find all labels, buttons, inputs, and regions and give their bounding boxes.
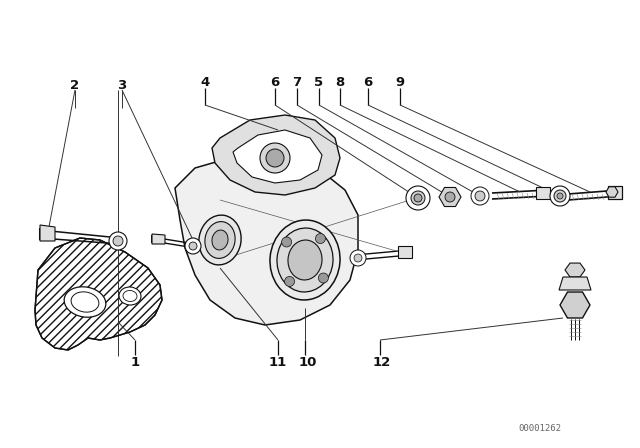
Circle shape [318, 273, 328, 283]
Ellipse shape [123, 290, 137, 302]
Circle shape [411, 191, 425, 205]
Text: 4: 4 [200, 76, 210, 89]
Text: 2: 2 [70, 78, 79, 91]
Polygon shape [439, 187, 461, 207]
Polygon shape [233, 130, 322, 183]
Polygon shape [560, 292, 590, 318]
Polygon shape [536, 187, 550, 199]
Circle shape [260, 143, 290, 173]
Ellipse shape [71, 292, 99, 312]
Circle shape [554, 190, 566, 202]
Circle shape [266, 149, 284, 167]
Polygon shape [606, 187, 618, 197]
Circle shape [471, 187, 489, 205]
Text: 7: 7 [292, 76, 301, 89]
Text: 9: 9 [396, 76, 404, 89]
Polygon shape [35, 238, 162, 350]
Text: 6: 6 [270, 76, 280, 89]
Polygon shape [398, 246, 412, 258]
Ellipse shape [119, 287, 141, 305]
Text: 11: 11 [269, 356, 287, 369]
Text: 6: 6 [364, 76, 372, 89]
Circle shape [475, 191, 485, 201]
Ellipse shape [205, 222, 235, 258]
Polygon shape [608, 186, 622, 199]
Ellipse shape [277, 228, 333, 292]
Text: 1: 1 [131, 356, 140, 369]
Polygon shape [212, 115, 340, 195]
Polygon shape [559, 277, 591, 290]
Circle shape [557, 193, 563, 199]
Text: 00001262: 00001262 [518, 423, 561, 432]
Ellipse shape [199, 215, 241, 265]
Text: 8: 8 [335, 76, 344, 89]
Circle shape [189, 242, 197, 250]
Text: 3: 3 [117, 78, 127, 91]
Circle shape [316, 233, 325, 244]
Polygon shape [565, 263, 585, 277]
Text: 10: 10 [299, 356, 317, 369]
Circle shape [550, 186, 570, 206]
Circle shape [113, 236, 123, 246]
Circle shape [285, 276, 294, 286]
Circle shape [109, 232, 127, 250]
Polygon shape [152, 234, 165, 244]
Text: 5: 5 [314, 76, 324, 89]
Ellipse shape [212, 230, 228, 250]
Circle shape [350, 250, 366, 266]
Ellipse shape [270, 220, 340, 300]
Circle shape [282, 237, 292, 247]
Ellipse shape [288, 240, 322, 280]
Circle shape [354, 254, 362, 262]
Text: 12: 12 [373, 356, 391, 369]
Circle shape [406, 186, 430, 210]
Polygon shape [175, 155, 358, 325]
Polygon shape [40, 225, 55, 241]
Ellipse shape [64, 287, 106, 317]
Circle shape [445, 192, 455, 202]
Circle shape [185, 238, 201, 254]
Circle shape [414, 194, 422, 202]
